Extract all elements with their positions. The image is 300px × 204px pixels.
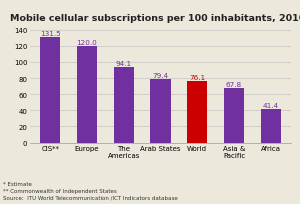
Text: 94.1: 94.1 [116, 60, 132, 66]
Text: 76.1: 76.1 [189, 75, 205, 81]
Text: 79.4: 79.4 [152, 72, 169, 78]
Bar [224, 88, 244, 143]
Bar [40, 37, 60, 143]
Bar [150, 79, 171, 143]
Title: Mobile cellular subscriptions per 100 inhabitants, 2010*: Mobile cellular subscriptions per 100 in… [11, 14, 300, 23]
Text: ** Commonwealth of Independent States: ** Commonwealth of Independent States [3, 188, 117, 193]
Text: 131.5: 131.5 [40, 30, 61, 36]
Bar [114, 67, 134, 143]
Text: Source:  ITU World Telecommunication /ICT Indicators database: Source: ITU World Telecommunication /ICT… [3, 194, 178, 199]
Text: * Estimate: * Estimate [3, 181, 32, 186]
Bar [77, 47, 97, 143]
Text: 67.8: 67.8 [226, 81, 242, 88]
Bar [261, 110, 281, 143]
Bar [187, 82, 207, 143]
Text: 120.0: 120.0 [76, 40, 98, 46]
Text: 41.4: 41.4 [263, 103, 279, 109]
